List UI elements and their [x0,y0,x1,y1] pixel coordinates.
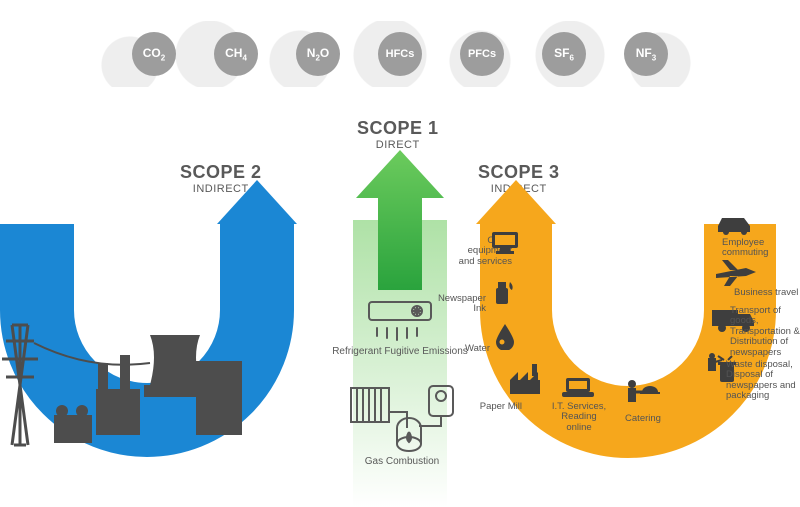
scope1-title: SCOPE 1 [357,118,439,139]
s3-transport-goods: Transport of goods, Transportation & Dis… [730,306,800,358]
gas-sf6: SF6 [542,32,586,76]
scope1-item-refrigerant-label: Refrigerant Fugitive Emissions [332,346,468,357]
s3-waste-disposal: Waste disposal, Disposal of newspapers a… [726,360,800,402]
s3-business-travel: Business travel [734,288,800,298]
scope3-arrow-text: Production Of Purchased Materials [570,256,710,312]
gas-n2o: N2O [296,32,340,76]
ink-icon [490,278,514,306]
monitor-icon [490,230,520,256]
laptop-icon [560,376,596,400]
gas-ch4: CH4 [214,32,258,76]
factory-icon [508,362,542,396]
scope1-item-gas-label: Gas Combustion [344,456,460,467]
gas-nf3: NF3 [624,32,668,76]
s3-it-services: I.T. Services, Reading online [548,402,610,433]
s3-paper-mill: Paper Mill [478,402,522,412]
clouds-row: CO2 CH4 N2O HFCs PFCs SF6 NF3 [0,14,800,94]
gas-pfcs: PFCs [460,32,504,76]
s3-employee-commuting: Employee commuting [722,238,800,259]
scope1-label: SCOPE 1 DIRECT [357,118,439,151]
catering-icon [620,378,660,412]
scope2-arrow-text: Purchased Electricity For Own Use [72,254,212,318]
s3-water: Water [456,344,490,354]
scope1-item-gas: Gas Combustion [344,382,460,467]
electricity-icons [0,315,260,465]
s3-newspaper-ink: Newspaper Ink [430,294,486,315]
car-icon [714,214,754,236]
scope1-arrow [340,150,460,290]
plane-icon [712,258,758,288]
s3-catering: Catering [620,414,666,424]
gas-co2: CO2 [132,32,176,76]
drop-icon [494,322,516,350]
gas-hfcs: HFCs [378,32,422,76]
